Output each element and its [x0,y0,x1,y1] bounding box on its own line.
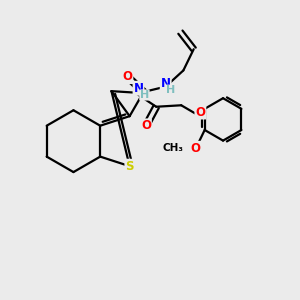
Text: O: O [191,142,201,155]
Text: H: H [167,85,176,95]
Text: O: O [122,70,132,83]
Text: O: O [141,119,151,132]
Text: O: O [195,106,206,118]
Text: N: N [134,82,143,95]
Text: H: H [140,90,149,100]
Text: CH₃: CH₃ [163,143,184,153]
Text: S: S [125,160,134,173]
Text: N: N [161,76,171,90]
